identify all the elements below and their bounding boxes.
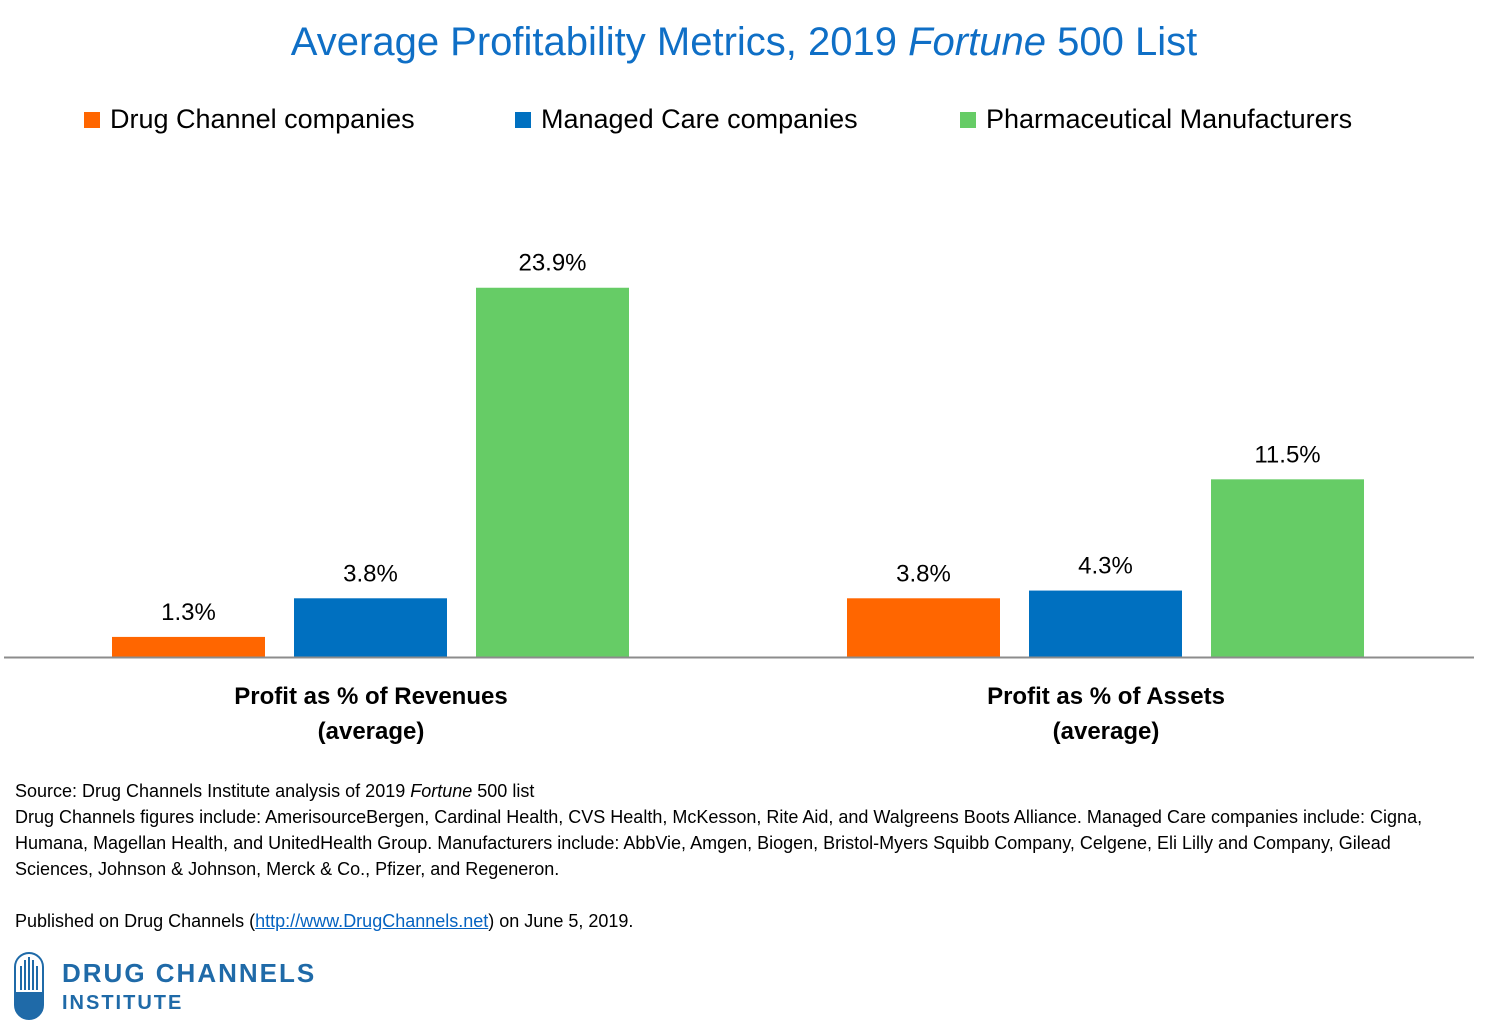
legend-label-pharma: Pharmaceutical Manufacturers xyxy=(986,104,1353,134)
drug-channels-institute-logo: DRUG CHANNELS INSTITUTE xyxy=(14,952,374,1020)
notes: Source: Drug Channels Institute analysis… xyxy=(15,778,1465,934)
data-label-1-1: 4.3% xyxy=(1078,553,1133,580)
logo-text-drug-channels: DRUG CHANNELS xyxy=(62,958,317,988)
bar-0-0 xyxy=(112,636,265,657)
bar-0-1 xyxy=(847,598,1000,657)
drugchannels-link[interactable]: http://www.DrugChannels.net xyxy=(255,911,489,931)
bar-1-1 xyxy=(1029,590,1182,657)
legend-label-managed-care: Managed Care companies xyxy=(541,104,858,134)
legend-swatch-managed-care xyxy=(515,111,531,128)
data-label-2-0: 23.9% xyxy=(518,250,586,277)
source-note: Source: Drug Channels Institute analysis… xyxy=(15,781,535,801)
legend-swatch-pharma xyxy=(960,111,976,128)
bar-chart: 1.3% 3.8% 23.9% Profit as % of Revenues (ave… xyxy=(4,250,1474,745)
category-label-1: Profit as % of Assets xyxy=(987,683,1225,710)
logo-text-institute: INSTITUTE xyxy=(62,992,184,1014)
data-label-0-0: 1.3% xyxy=(161,599,216,626)
legend-item-drug-channel: Drug Channel companies xyxy=(84,104,415,135)
data-label-2-1: 11.5% xyxy=(1254,441,1320,468)
bar-2-1 xyxy=(1211,479,1364,657)
details-note: Drug Channels figures include: Amerisour… xyxy=(15,807,1423,879)
legend-swatch-drug-channel xyxy=(84,111,100,128)
legend-item-pharma: Pharmaceutical Manufacturers xyxy=(960,104,1352,135)
chart-title: Average Profitability Metrics, 2019 Fort… xyxy=(290,20,1198,64)
category-label-0: Profit as % of Revenues xyxy=(234,683,507,710)
legend-label-drug-channel: Drug Channel companies xyxy=(110,104,415,134)
bar-1-0 xyxy=(294,598,447,657)
legend-item-managed-care: Managed Care companies xyxy=(515,104,858,135)
category-sublabel-0: (average) xyxy=(318,718,425,745)
published-note: Published on Drug Channels (http://www.D… xyxy=(15,911,634,931)
bar-2-0 xyxy=(476,287,629,657)
capsule-logo-icon xyxy=(14,952,44,1020)
data-label-1-0: 3.8% xyxy=(343,560,398,587)
category-sublabel-1: (average) xyxy=(1053,718,1160,745)
data-label-0-1: 3.8% xyxy=(896,560,951,587)
legend: Drug Channel companies Managed Care comp… xyxy=(0,104,1488,144)
chart-title-italic: Fortune xyxy=(908,20,1046,64)
